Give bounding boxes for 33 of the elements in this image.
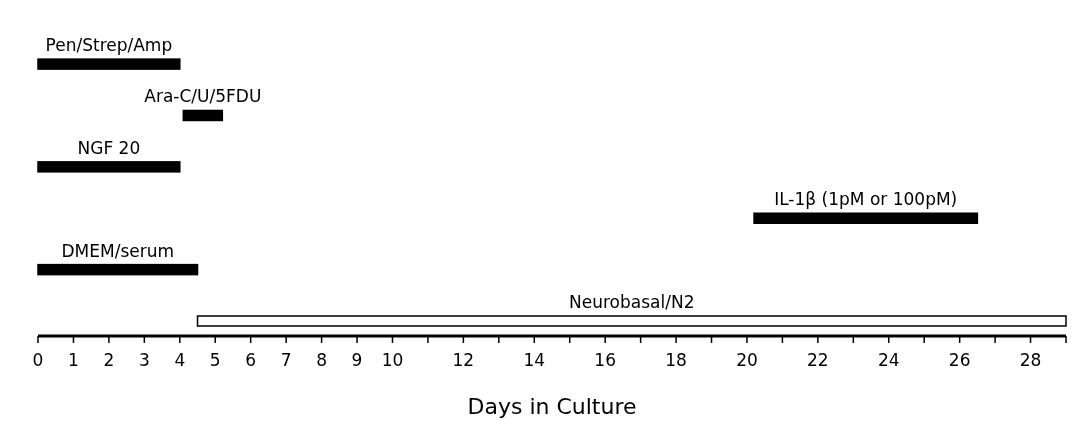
y-tick-label: NGF 20: [77, 137, 141, 158]
x-tick-label: 2: [103, 350, 115, 370]
x-tick-label: 22: [807, 350, 829, 370]
y-tick-label: Pen/Strep/Amp: [45, 35, 173, 56]
bar: [37, 58, 181, 70]
x-tick-label: 26: [948, 350, 971, 370]
x-tick-label: 18: [665, 350, 687, 370]
bar: [753, 212, 979, 224]
bar: [196, 315, 1067, 327]
bar: [37, 263, 199, 276]
x-tick-label: 0: [32, 350, 44, 370]
x-tick-label: 12: [452, 350, 475, 370]
x-tick-label: 9: [351, 350, 363, 370]
x-tick-label: 20: [736, 350, 758, 370]
x-tick-label: 5: [209, 350, 221, 370]
y-tick-label: Neurobasal/N2: [569, 292, 695, 312]
x-tick-label: 4: [174, 350, 186, 370]
x-tick-label: 8: [316, 350, 327, 370]
x-tick-label: 1: [68, 350, 79, 370]
x-tick-label: 16: [594, 350, 616, 370]
x-tick-label: 14: [523, 350, 546, 370]
x-tick-label: 24: [877, 350, 900, 370]
x-tick-label: 7: [280, 350, 292, 370]
x-tick-label: 10: [381, 350, 404, 370]
bar: [182, 109, 224, 122]
y-tick-label: IL-1β (1pM or 100pM): [774, 189, 958, 210]
x-tick-label: 6: [245, 350, 257, 370]
x-tick-label: 3: [138, 350, 150, 370]
x-axis-title: Days in Culture: [467, 394, 637, 419]
x-tick-label: 28: [1019, 350, 1042, 370]
y-tick-label: DMEM/serum: [61, 240, 175, 261]
y-tick-label: Ara-C/U/5FDU: [144, 86, 262, 107]
bar: [37, 161, 181, 173]
